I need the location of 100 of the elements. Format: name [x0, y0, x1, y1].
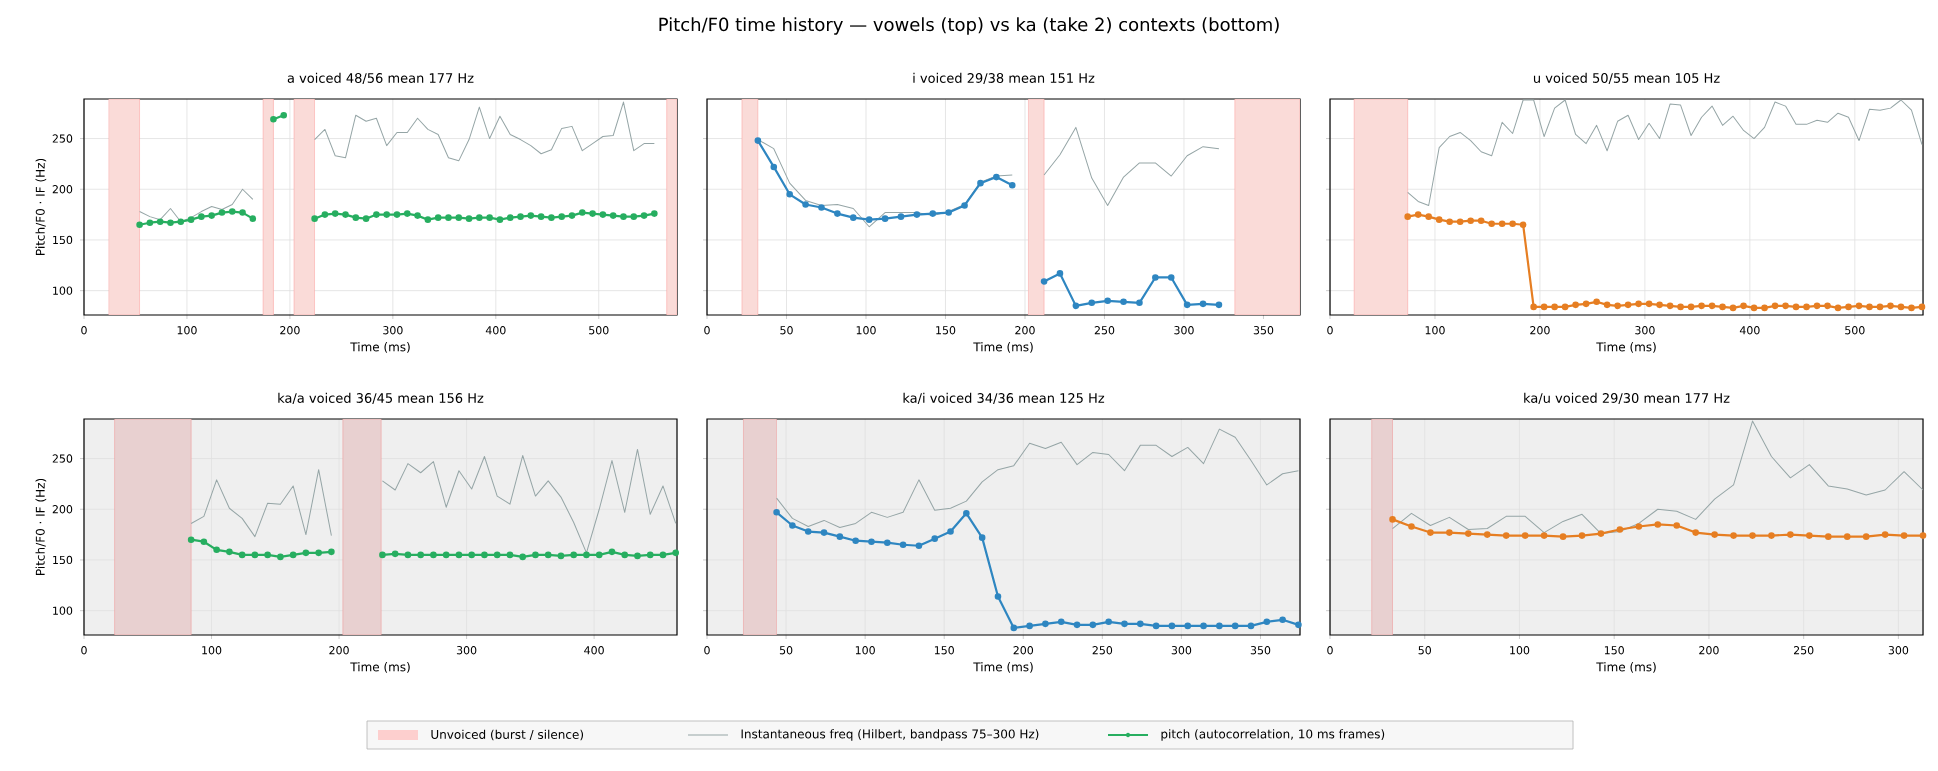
x-tick-label: 300: [383, 326, 403, 335]
point: [264, 551, 271, 559]
chart-title: u voiced 50/55 mean 105 Hz: [1533, 72, 1720, 84]
point: [1593, 298, 1600, 306]
point: [455, 551, 463, 559]
point: [1121, 620, 1128, 628]
point: [1719, 303, 1726, 311]
point: [1918, 303, 1926, 311]
point: [1782, 302, 1789, 310]
point: [1787, 531, 1794, 538]
point: [915, 542, 923, 550]
point: [1056, 270, 1064, 277]
point: [883, 539, 891, 547]
x-tick-label: 300: [1171, 646, 1192, 655]
point: [899, 541, 907, 549]
x-tick-label: 100: [202, 646, 222, 655]
point: [947, 528, 954, 535]
x-tick-label: 200: [1013, 646, 1034, 655]
point: [328, 548, 335, 556]
x-tick-label: 200: [329, 646, 349, 655]
point: [352, 214, 360, 221]
point: [506, 551, 514, 559]
x-tick-label: 100: [1510, 646, 1530, 655]
point: [1908, 304, 1915, 312]
point: [519, 553, 526, 561]
point: [836, 533, 844, 540]
point: [187, 216, 195, 223]
point: [1104, 297, 1111, 305]
point: [1509, 220, 1516, 228]
point: [1540, 303, 1548, 311]
point: [1152, 622, 1160, 630]
point: [646, 551, 654, 559]
point: [238, 551, 246, 559]
point: [568, 212, 576, 219]
x-axis-title: Time (ms): [1596, 342, 1656, 353]
point: [493, 551, 501, 559]
legend-label: Instantaneous freq (Hilbert, bandpass 75–300 Hz): [741, 729, 1039, 741]
point: [1603, 301, 1611, 309]
point: [1761, 304, 1768, 312]
point: [1057, 618, 1065, 626]
point: [1215, 301, 1223, 309]
point: [455, 214, 463, 221]
point: [1582, 300, 1590, 308]
point: [434, 214, 442, 221]
point: [1614, 302, 1621, 310]
point: [881, 215, 889, 222]
x-tick-label: 200: [1015, 326, 1035, 335]
y-tick-label: 250: [52, 454, 73, 463]
point: [1465, 530, 1472, 537]
point: [1137, 620, 1144, 628]
x-tick-label: 0: [81, 326, 87, 335]
x-tick-label: 400: [485, 326, 506, 335]
point: [659, 551, 667, 559]
point: [1483, 531, 1491, 538]
point: [1711, 531, 1718, 538]
point: [1089, 621, 1097, 629]
y-tick-label: 200: [52, 185, 73, 194]
y-axis-title: Pitch/F0 · IF (Hz): [35, 478, 47, 575]
point: [961, 202, 968, 209]
point: [1073, 621, 1081, 629]
point: [1792, 303, 1800, 311]
point: [156, 218, 164, 225]
point: [1435, 216, 1443, 223]
point: [620, 213, 627, 220]
point: [1806, 532, 1813, 539]
point: [465, 215, 473, 222]
x-tick-label: 0: [81, 646, 87, 655]
point: [599, 211, 607, 218]
point: [1624, 301, 1632, 309]
point: [1152, 274, 1159, 281]
point: [929, 210, 937, 217]
x-tick-label: 250: [1092, 646, 1113, 655]
point: [1010, 624, 1018, 632]
x-tick-label: 100: [177, 326, 197, 335]
point: [1389, 516, 1396, 523]
x-tick-label: 100: [856, 326, 876, 335]
x-tick-label: 150: [1604, 646, 1624, 655]
point: [1488, 220, 1495, 228]
point: [834, 210, 841, 217]
point: [1845, 303, 1852, 311]
x-axis-title: Time (ms): [973, 342, 1033, 353]
point: [994, 593, 1002, 600]
x-tick-label: 350: [1250, 646, 1271, 655]
point: [506, 214, 514, 221]
point: [1200, 622, 1207, 630]
x-tick-label: 0: [704, 326, 710, 335]
x-tick-label: 250: [1094, 326, 1115, 335]
point: [1040, 278, 1048, 285]
point: [1263, 618, 1271, 626]
point: [1654, 521, 1662, 528]
point: [362, 215, 370, 222]
y-tick-label: 100: [53, 286, 73, 295]
point: [1498, 220, 1506, 228]
point: [1502, 532, 1510, 539]
point: [315, 549, 322, 557]
x-tick-label: 400: [584, 646, 604, 655]
point: [198, 213, 205, 220]
point: [445, 214, 452, 221]
point: [1635, 300, 1642, 308]
point: [1408, 523, 1415, 530]
